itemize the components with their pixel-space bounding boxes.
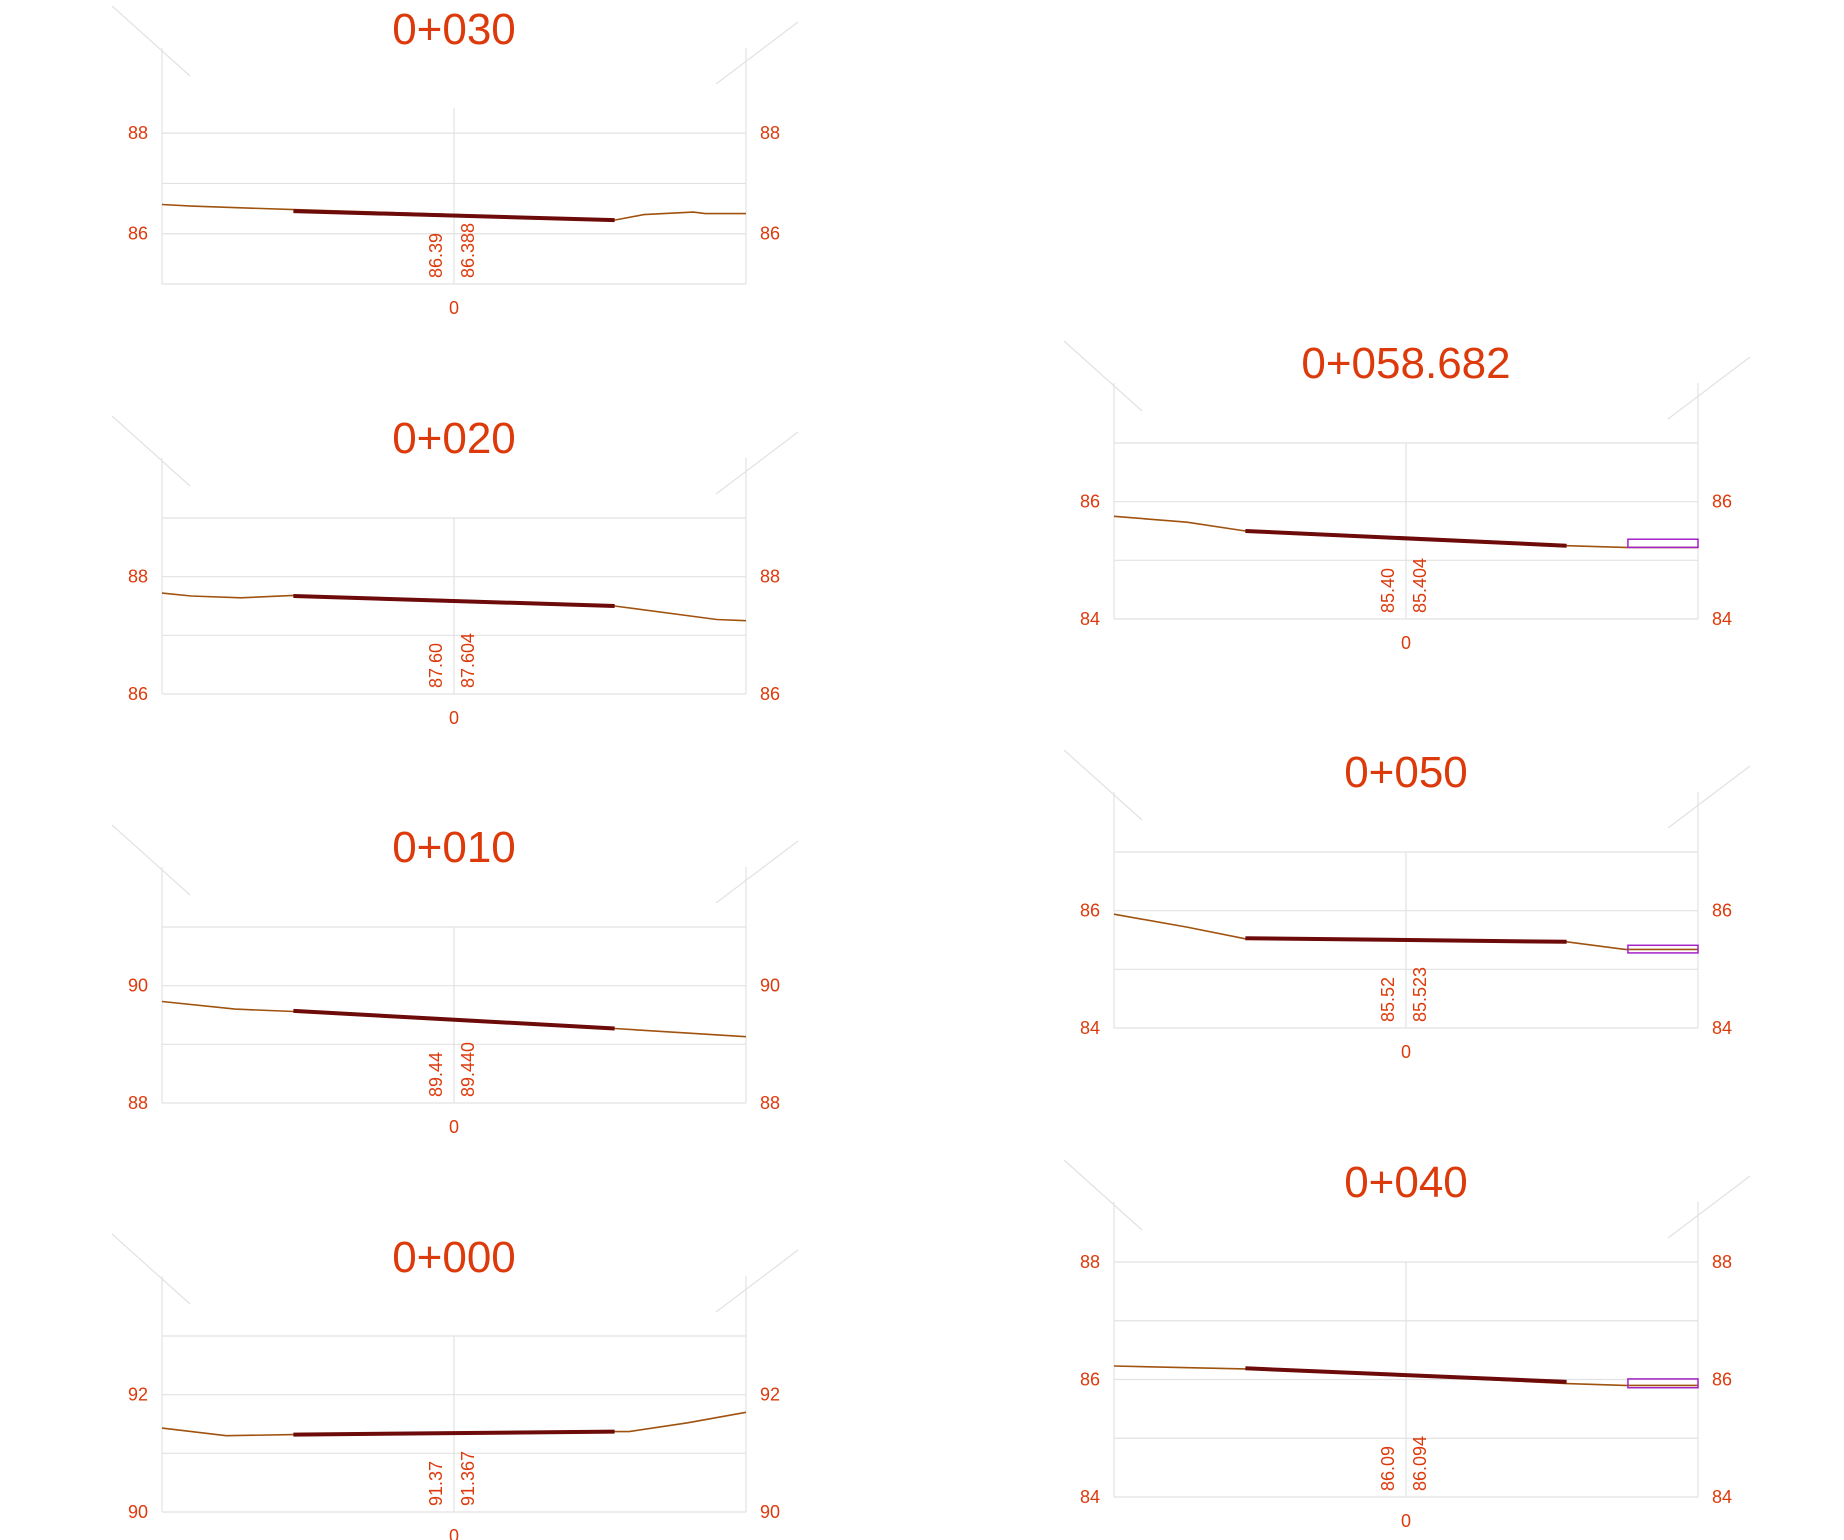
section-panel-s030: 0+030 86 86 88 88 086.39 86.388 xyxy=(111,5,799,318)
right-slope-line xyxy=(715,1249,799,1313)
elevation-tick-left: 86 xyxy=(128,224,148,244)
left-slope-line xyxy=(111,824,191,896)
existing-elevation-label: 87.60 xyxy=(426,643,446,688)
elevation-tick-right: 88 xyxy=(760,123,780,143)
design-elevation-label: 87.604 xyxy=(458,633,478,688)
left-slope-line xyxy=(111,415,191,487)
design-surface-line xyxy=(1245,529,1567,548)
elevation-tick-right: 90 xyxy=(760,976,780,996)
right-slope-line xyxy=(1667,1175,1751,1239)
section-panel-s058: 0+058.682 84 84 86 86 085.40 85.404 xyxy=(1063,339,1751,653)
elevation-tick-left: 86 xyxy=(1080,1370,1100,1390)
elevation-tick-right: 84 xyxy=(1712,609,1732,629)
section-panel-s010: 0+010 88 88 90 90 089.44 89.440 xyxy=(111,823,799,1137)
section-title: 0+000 xyxy=(392,1233,516,1282)
existing-elevation-label: 91.37 xyxy=(426,1461,446,1506)
design-elevation-label: 85.404 xyxy=(1410,558,1430,613)
offset-label: 0 xyxy=(449,708,459,728)
design-elevation-label: 85.523 xyxy=(1410,967,1430,1022)
left-slope-line xyxy=(1063,340,1143,412)
elevation-tick-left: 90 xyxy=(128,976,148,996)
right-slope-line xyxy=(715,840,799,904)
design-elevation-label: 91.367 xyxy=(458,1451,478,1506)
elevation-tick-left: 88 xyxy=(128,123,148,143)
section-panel-s000: 0+000 90 90 92 92 0 91.37 91.367 xyxy=(111,1233,799,1540)
elevation-tick-left: 84 xyxy=(1080,1487,1100,1507)
section-title: 0+040 xyxy=(1344,1158,1468,1207)
elevation-tick-left: 86 xyxy=(1080,901,1100,921)
design-elevation-label: 89.440 xyxy=(458,1042,478,1097)
design-surface-line xyxy=(293,1429,615,1437)
left-slope-line xyxy=(111,5,191,77)
elevation-tick-left: 84 xyxy=(1080,609,1100,629)
elevation-tick-left: 86 xyxy=(128,684,148,704)
design-surface-line xyxy=(1245,1366,1567,1384)
structure-box xyxy=(1627,538,1699,549)
section-title: 0+030 xyxy=(392,5,516,54)
left-slope-line xyxy=(1063,1159,1143,1231)
right-slope-line xyxy=(715,21,799,85)
existing-elevation-label: 85.40 xyxy=(1378,568,1398,613)
elevation-tick-left: 88 xyxy=(128,567,148,587)
elevation-tick-left: 88 xyxy=(128,1093,148,1113)
offset-label: 0 xyxy=(1401,1511,1411,1531)
elevation-tick-left: 92 xyxy=(128,1385,148,1405)
section-panel-s050: 0+050 84 84 86 86 085.52 85.523 xyxy=(1063,748,1751,1062)
offset-label: 0 xyxy=(449,1117,459,1137)
design-surface-line xyxy=(293,1008,615,1031)
section-panel-s040: 0+040 84 84 86 86 88 88 086.09 86.094 xyxy=(1063,1158,1751,1531)
elevation-tick-right: 84 xyxy=(1712,1018,1732,1038)
offset-label: 0 xyxy=(1401,1042,1411,1062)
elevation-tick-right: 88 xyxy=(1712,1252,1732,1272)
structure-box xyxy=(1627,944,1699,954)
design-elevation-label: 86.388 xyxy=(458,223,478,278)
section-title: 0+010 xyxy=(392,823,516,872)
elevation-tick-right: 92 xyxy=(760,1385,780,1405)
design-elevation-label: 86.094 xyxy=(1410,1436,1430,1491)
elevation-tick-right: 86 xyxy=(1712,901,1732,921)
design-surface-line xyxy=(293,209,615,223)
elevation-tick-left: 88 xyxy=(1080,1252,1100,1272)
elevation-tick-left: 86 xyxy=(1080,492,1100,512)
right-slope-line xyxy=(1667,765,1751,829)
design-surface-line xyxy=(1245,936,1567,944)
elevation-tick-right: 88 xyxy=(760,1093,780,1113)
section-panel-s020: 0+020 86 86 88 88 087.60 87.604 xyxy=(111,414,799,728)
structure-box xyxy=(1627,1378,1699,1389)
offset-label: 0 xyxy=(449,298,459,318)
left-slope-line xyxy=(111,1233,191,1305)
elevation-tick-right: 90 xyxy=(760,1502,780,1522)
existing-elevation-label: 89.44 xyxy=(426,1052,446,1097)
offset-label: 0 xyxy=(1401,633,1411,653)
elevation-tick-left: 90 xyxy=(128,1502,148,1522)
left-slope-line xyxy=(1063,749,1143,821)
elevation-tick-right: 86 xyxy=(1712,1370,1732,1390)
right-slope-line xyxy=(715,431,799,495)
elevation-tick-left: 84 xyxy=(1080,1018,1100,1038)
section-title: 0+058.682 xyxy=(1301,339,1510,388)
elevation-tick-right: 86 xyxy=(760,224,780,244)
elevation-tick-right: 86 xyxy=(1712,492,1732,512)
elevation-tick-right: 88 xyxy=(760,567,780,587)
existing-elevation-label: 85.52 xyxy=(1378,977,1398,1022)
offset-label: 0 xyxy=(449,1526,459,1540)
existing-elevation-label: 86.09 xyxy=(1378,1446,1398,1491)
elevation-tick-right: 84 xyxy=(1712,1487,1732,1507)
right-slope-line xyxy=(1667,356,1751,420)
section-title: 0+020 xyxy=(392,414,516,463)
section-title: 0+050 xyxy=(1344,748,1468,797)
existing-elevation-label: 86.39 xyxy=(426,233,446,278)
elevation-tick-right: 86 xyxy=(760,684,780,704)
design-surface-line xyxy=(293,594,615,608)
